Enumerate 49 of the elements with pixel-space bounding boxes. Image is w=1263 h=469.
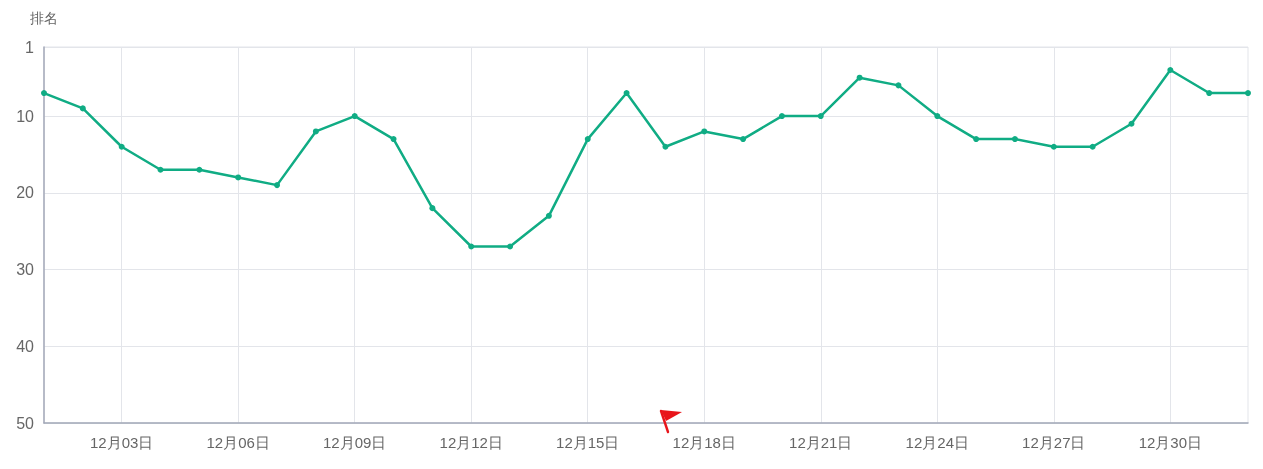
point <box>118 143 125 150</box>
point <box>41 90 47 97</box>
point <box>701 128 708 135</box>
point <box>507 243 514 250</box>
point <box>1206 90 1213 97</box>
point <box>390 136 397 143</box>
point <box>79 105 86 112</box>
point <box>545 212 552 219</box>
point <box>584 136 591 143</box>
y-tick-label: 10 <box>16 107 35 125</box>
point <box>1167 67 1174 74</box>
x-tick-label: 12月12日 <box>439 434 503 451</box>
point <box>235 174 242 181</box>
point <box>778 113 785 120</box>
point <box>351 113 358 120</box>
point <box>934 113 941 120</box>
point <box>895 82 902 89</box>
point <box>973 136 980 143</box>
x-tick-label: 12月09日 <box>323 434 387 451</box>
x-tick-label: 12月27日 <box>1022 434 1086 451</box>
y-tick-label: 30 <box>16 261 35 279</box>
point <box>740 136 747 143</box>
point <box>1245 90 1251 97</box>
point <box>662 143 669 150</box>
x-tick-label: 12月18日 <box>672 434 736 451</box>
point <box>274 182 281 189</box>
y-tick-label: 50 <box>16 414 35 432</box>
point <box>429 205 436 212</box>
y-tick-label: 20 <box>16 184 35 202</box>
point <box>1050 143 1057 150</box>
point <box>623 90 630 97</box>
point <box>312 128 319 135</box>
x-tick-label: 12月03日 <box>89 434 154 451</box>
point <box>817 113 824 120</box>
point <box>468 243 475 250</box>
x-tick-label: 12月24日 <box>905 434 969 451</box>
point <box>157 166 164 173</box>
point <box>1011 136 1018 143</box>
y-tick-label: 40 <box>16 337 35 355</box>
x-tick-label: 12月15日 <box>556 434 620 451</box>
x-tick-label: 12月21日 <box>789 434 853 451</box>
point <box>1089 143 1096 150</box>
point <box>196 166 203 173</box>
y-tick-label: 1 <box>25 38 35 56</box>
point <box>1128 120 1135 127</box>
point <box>856 74 863 81</box>
x-tick-label: 12月30日 <box>1138 434 1203 451</box>
x-tick-label: 12月06日 <box>206 434 270 451</box>
y-axis-title: 排名 <box>30 10 58 26</box>
